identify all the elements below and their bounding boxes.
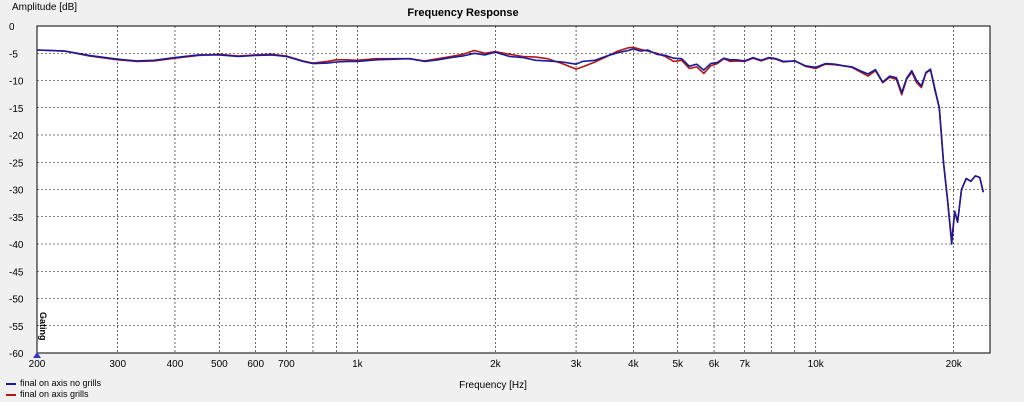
- grid-lines: [37, 26, 990, 353]
- legend-label-series-2: final on axis grills: [20, 389, 89, 399]
- y-tick-label: -60: [9, 349, 24, 360]
- series-line-1: [36, 48, 985, 245]
- gating-marker: Gating: [33, 312, 48, 358]
- x-tick-label: 1k: [352, 359, 364, 370]
- x-tick-label: 2k: [490, 359, 502, 370]
- y-tick-label: -25: [9, 158, 24, 169]
- x-tick-label: 4k: [628, 359, 640, 370]
- y-tick-label: -30: [9, 186, 24, 197]
- y-tick-label: -50: [9, 295, 24, 306]
- y-axis-label: Amplitude [dB]: [12, 2, 77, 13]
- legend-swatch-series-1: [6, 382, 16, 385]
- gating-marker-triangle[interactable]: [33, 352, 41, 358]
- x-tick-label: 700: [278, 359, 295, 370]
- legend-label-series-1: final on axis no grills: [20, 378, 102, 388]
- x-tick-label: 400: [167, 359, 184, 370]
- x-tick-label: 6k: [709, 359, 721, 370]
- legend-item-series-2: final on axis grills: [6, 389, 89, 400]
- y-tick-label: -20: [9, 131, 24, 142]
- x-tick-label: 600: [247, 359, 264, 370]
- tick-labels: 0 -5 -10 -15 -20 -25 -30 -35 -40 -45 -50 -55 -60 200 3…: [9, 22, 963, 370]
- y-tick-label: -35: [9, 213, 24, 224]
- y-tick-label: -40: [9, 240, 24, 251]
- y-tick-label: -55: [9, 322, 24, 333]
- y-tick-label: -5: [9, 49, 18, 60]
- x-tick-label: 3k: [571, 359, 583, 370]
- x-tick-label: 300: [109, 359, 126, 370]
- x-tick-label: 5k: [672, 359, 684, 370]
- x-tick-label: 20k: [946, 359, 963, 370]
- chart-title: Frequency Response: [407, 7, 518, 19]
- y-tick-label: -10: [9, 77, 24, 88]
- x-tick-label: 500: [211, 359, 228, 370]
- x-tick-label: 200: [29, 359, 46, 370]
- x-axis-label: Frequency [Hz]: [459, 380, 527, 391]
- legend-swatch-series-2: [6, 393, 16, 396]
- x-tick-label: 10k: [808, 359, 825, 370]
- y-tick-label: -15: [9, 104, 24, 115]
- y-tick-label: 0: [9, 22, 15, 33]
- series-line-2: [36, 46, 985, 243]
- y-tick-label: -45: [9, 267, 24, 278]
- gating-marker-label: Gating: [38, 312, 48, 341]
- legend-item-series-1: final on axis no grills: [6, 378, 101, 389]
- series-lines: [36, 46, 985, 245]
- x-tick-label: 7k: [739, 359, 751, 370]
